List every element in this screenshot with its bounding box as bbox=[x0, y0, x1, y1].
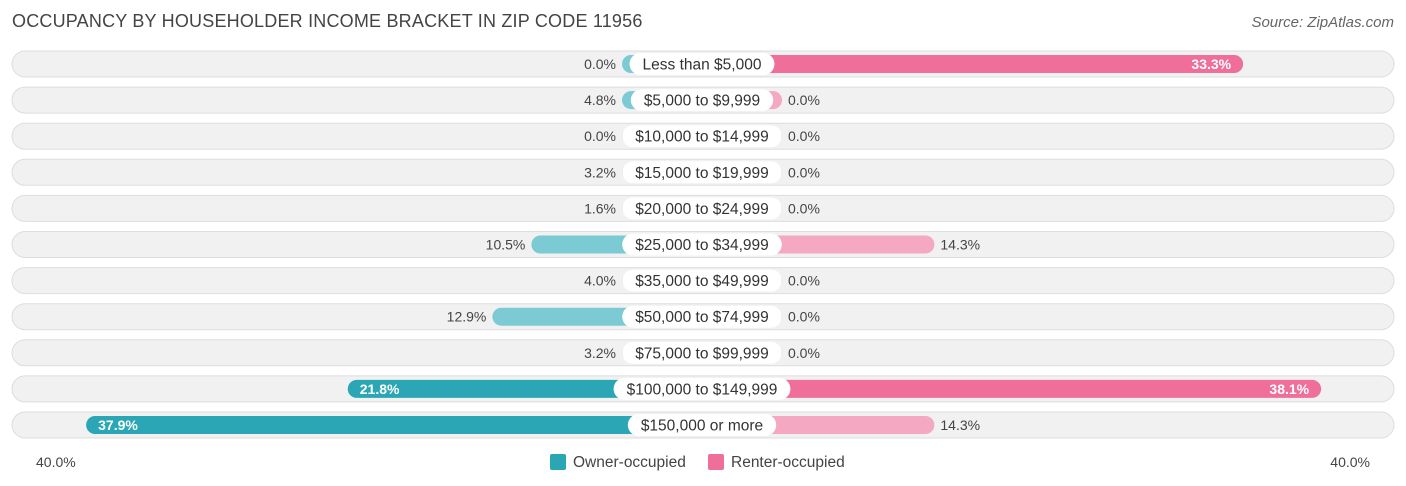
category-label: $50,000 to $74,999 bbox=[635, 309, 769, 326]
category-label-background bbox=[627, 414, 777, 436]
renter-value-label: 38.1% bbox=[1269, 381, 1309, 397]
category-label: $5,000 to $9,999 bbox=[644, 93, 760, 110]
legend-owner-label: Owner-occupied bbox=[573, 454, 686, 471]
category-label-background bbox=[622, 269, 782, 292]
axis-label-left: 40.0% bbox=[36, 454, 76, 470]
renter-value-label: 14.3% bbox=[940, 237, 980, 253]
category-label-background bbox=[622, 233, 782, 256]
source-label: Source: ZipAtlas.com bbox=[1251, 14, 1394, 31]
owner-value-label: 4.8% bbox=[584, 92, 616, 108]
category-label-background bbox=[629, 53, 775, 75]
owner-value-label: 0.0% bbox=[584, 56, 616, 72]
owner-bar bbox=[86, 416, 702, 434]
category-label: $25,000 to $34,999 bbox=[635, 237, 769, 254]
owner-value-label: 1.6% bbox=[584, 200, 616, 216]
renter-value-label: 0.0% bbox=[788, 345, 820, 361]
category-label: $35,000 to $49,999 bbox=[635, 273, 769, 290]
category-label-background bbox=[622, 161, 782, 184]
renter-value-label: 0.0% bbox=[788, 309, 820, 325]
category-label-background bbox=[622, 305, 782, 328]
category-label: $15,000 to $19,999 bbox=[635, 165, 769, 182]
category-label: Less than $5,000 bbox=[643, 57, 762, 74]
legend-renter-swatch bbox=[708, 454, 724, 470]
legend-renter-label: Renter-occupied bbox=[731, 454, 845, 471]
owner-value-label: 3.2% bbox=[584, 345, 616, 361]
owner-bar bbox=[347, 379, 702, 398]
renter-value-label: 0.0% bbox=[788, 128, 820, 144]
renter-value-label: 14.3% bbox=[940, 417, 980, 433]
renter-bar bbox=[702, 379, 1322, 398]
renter-bar bbox=[702, 55, 1244, 73]
renter-value-label: 0.0% bbox=[788, 92, 820, 108]
owner-value-label: 10.5% bbox=[486, 237, 526, 253]
owner-value-label: 0.0% bbox=[584, 128, 616, 144]
category-label-background bbox=[622, 125, 782, 148]
category-label-background bbox=[630, 89, 774, 112]
category-label: $100,000 to $149,999 bbox=[627, 381, 778, 398]
owner-value-label: 12.9% bbox=[447, 309, 487, 325]
category-label-background bbox=[622, 341, 782, 364]
category-label: $150,000 or more bbox=[641, 418, 763, 435]
renter-value-label: 0.0% bbox=[788, 164, 820, 180]
category-label: $10,000 to $14,999 bbox=[635, 129, 769, 146]
renter-value-label: 33.3% bbox=[1191, 56, 1231, 72]
category-label-background bbox=[622, 197, 782, 220]
category-label-background bbox=[613, 377, 791, 400]
legend-owner-swatch bbox=[550, 454, 566, 470]
renter-value-label: 0.0% bbox=[788, 273, 820, 289]
renter-value-label: 0.0% bbox=[788, 200, 820, 216]
owner-value-label: 4.0% bbox=[584, 273, 616, 289]
owner-value-label: 3.2% bbox=[584, 164, 616, 180]
category-label: $20,000 to $24,999 bbox=[635, 201, 769, 218]
owner-value-label: 21.8% bbox=[360, 381, 400, 397]
chart-title: OCCUPANCY BY HOUSEHOLDER INCOME BRACKET … bbox=[12, 11, 643, 31]
category-label: $75,000 to $99,999 bbox=[635, 345, 769, 362]
owner-value-label: 37.9% bbox=[98, 417, 138, 433]
axis-label-right: 40.0% bbox=[1330, 454, 1370, 470]
